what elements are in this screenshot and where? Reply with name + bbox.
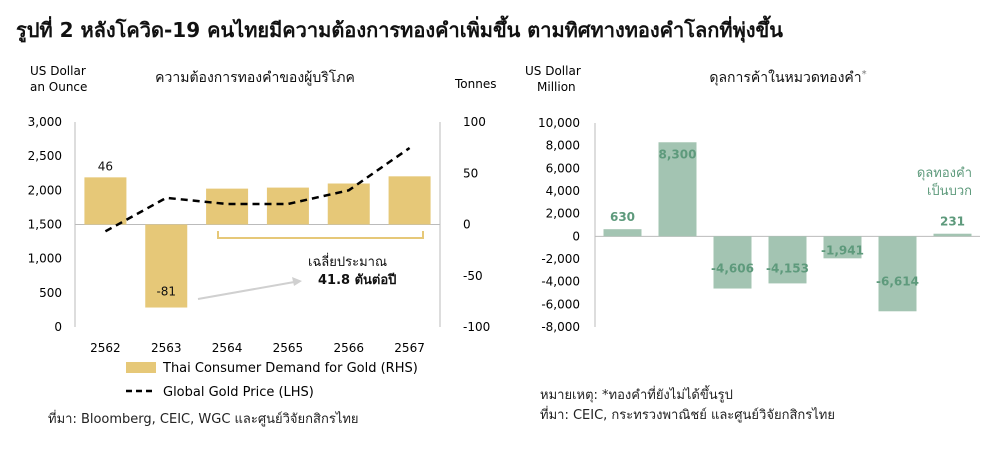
right-y-tick-label: 0 [463,218,471,232]
left-y-tick-label: 1,500 [28,218,62,232]
left-x-tick-label: 2565 [273,341,304,355]
trade-balance-bar [768,236,807,284]
left-y-tick-label: 2,000 [28,183,62,197]
left-y-tick-label: 0 [54,320,62,334]
figure-title: รูปที่ 2 หลังโควิด-19 คนไทยมีความต้องการ… [16,18,783,42]
left-chart-title: ความต้องการทองคำของผู้บริโภค [155,69,355,86]
right-note: หมายเหตุ: *ทองคำที่ยังไม่ได้ขึ้นรูป [540,388,733,403]
right-chart-y-tick-label: -8,000 [541,320,580,334]
average-note-line1: เฉลี่ยประมาณ [308,253,387,270]
trade-balance-value-label: 8,300 [659,147,697,161]
right-chart-title: ดุลการค้าในหมวดทองคำ* [709,69,866,86]
right-chart-y-tick-label: 0 [572,229,580,243]
positive-balance-note-line2: เป็นบวก [927,181,972,199]
left-y-tick-label: 500 [39,286,62,300]
right-chart-y-tick-label: -4,000 [541,275,580,289]
average-arrow-head [292,277,302,286]
right-y-tick-label: -50 [463,269,483,283]
demand-bar [266,187,309,225]
left-y-tick-label: 3,000 [28,115,62,129]
trade-balance-value-label: -6,614 [876,274,919,288]
right-chart-title-text: ดุลการค้าในหมวดทองคำ [709,69,861,86]
left-axis-label-line1: US Dollar [30,64,86,78]
average-arrow [197,280,301,300]
right-axis-label-line1: US Dollar [525,64,581,78]
left-axis-label-line2: an Ounce [30,80,87,94]
consumer-demand-chart: US Dollar an Ounce ความต้องการทองคำของผู… [28,64,497,400]
trade-balance-bar [713,236,752,289]
demand-bar [388,176,431,225]
average-note-line2: 41.8 ตันต่อปี [318,272,396,288]
left-x-tick-label: 2566 [333,341,364,355]
trade-balance-value-label: -4,606 [711,261,754,275]
left-x-tick-label: 2564 [212,341,243,355]
left-y-tick-label: 1,000 [28,252,62,266]
right-chart-y-tick-label: -2,000 [541,252,580,266]
average-bracket [217,231,424,239]
right-y-tick-label: -100 [463,320,490,334]
right-source: ที่มา: CEIC, กระทรวงพาณิชย์ และศูนย์วิจั… [540,408,835,423]
right-chart-y-tick-label: 4,000 [546,184,580,198]
demand-bar [145,224,188,308]
legend-swatch-demand [126,362,156,373]
left-x-tick-label: 2563 [151,341,182,355]
right-chart-title-mark: * [862,69,867,80]
legend-label-price: Global Gold Price (LHS) [163,385,314,400]
demand-value-label: 46 [98,159,113,173]
right-chart-y-tick-label: 10,000 [538,116,580,130]
gold-price-line [104,146,411,233]
trade-balance-bar [933,233,972,237]
demand-bar [206,188,249,225]
left-x-tick-label: 2567 [394,341,425,355]
right-axis-label-line2: Million [537,80,576,94]
right-y-tick-label: 50 [463,166,478,180]
trade-balance-bar [878,236,917,312]
positive-balance-note-line1: ดุลทองคำ [917,166,972,181]
right-chart-y-tick-label: 2,000 [546,207,580,221]
trade-balance-value-label: -4,153 [766,261,809,275]
gold-trade-balance-chart: US Dollar Million ดุลการค้าในหมวดทองคำ* … [525,64,980,334]
left-y-tick-label: 2,500 [28,149,62,163]
trade-balance-value-label: -1,941 [821,243,864,257]
right-axis-label: Tonnes [454,77,496,91]
legend: Thai Consumer Demand for Gold (RHS) Glob… [126,361,418,400]
demand-value-label: -81 [156,285,176,299]
right-chart-y-tick-label: 8,000 [546,139,580,153]
demand-bar [84,177,127,225]
trade-balance-bar [658,142,697,237]
right-chart-y-tick-label: 6,000 [546,161,580,175]
trade-balance-value-label: 630 [610,210,635,224]
trade-balance-bar [823,236,862,259]
right-y-tick-label: 100 [463,115,486,129]
left-x-tick-label: 2562 [90,341,121,355]
left-source: ที่มา: Bloomberg, CEIC, WGC และศูนย์วิจั… [48,412,359,427]
trade-balance-value-label: 231 [940,215,965,229]
trade-balance-bar [603,229,642,237]
right-chart-y-tick-label: -6,000 [541,297,580,311]
legend-label-demand: Thai Consumer Demand for Gold (RHS) [162,361,418,376]
